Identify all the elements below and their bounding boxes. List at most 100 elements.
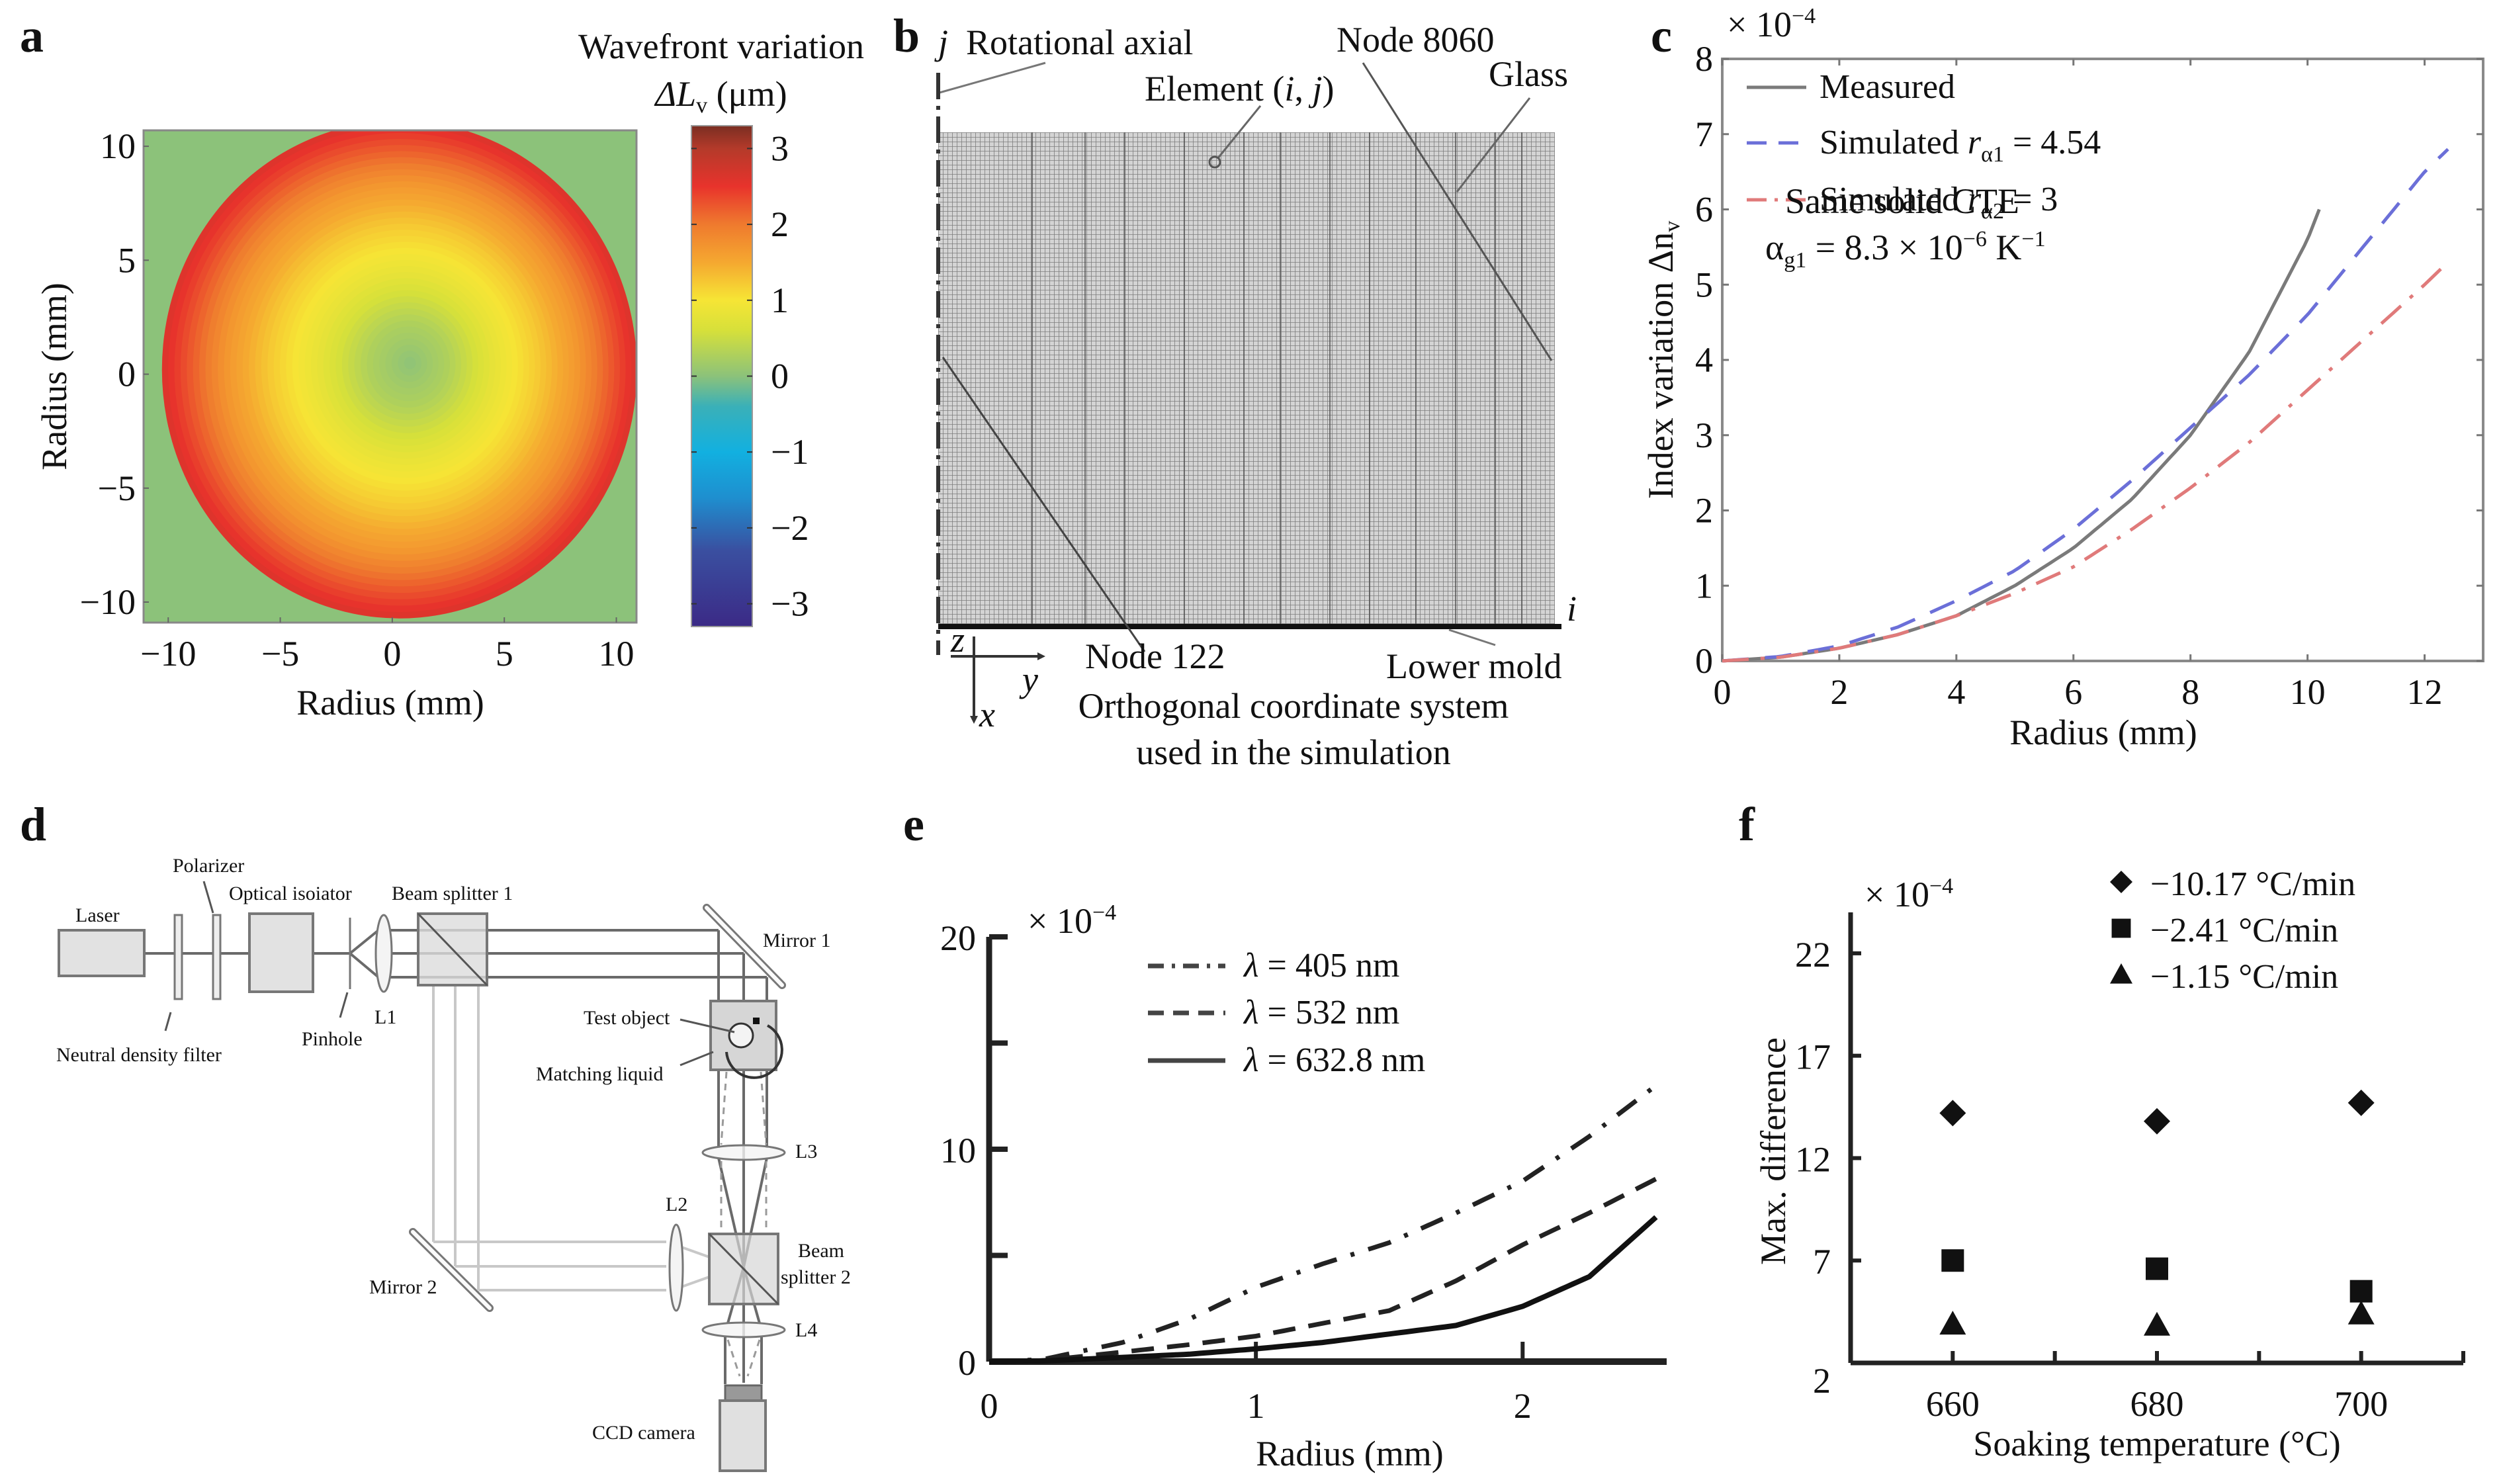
mesh-heavy-lines xyxy=(1031,132,1522,627)
legend-label-part: Measured xyxy=(1820,68,1955,106)
beam-splitter-2-label-line2: splitter 2 xyxy=(781,1266,851,1288)
series-line-lambda-632-8 xyxy=(988,1215,1658,1364)
colorbar-tick-label: 2 xyxy=(771,204,789,244)
plot-e-axes: 0 10 20 0 1 2 xyxy=(940,918,1667,1426)
cte-annotation-line2: αg1 = 8.3 × 10−6 K−1 xyxy=(1765,227,2046,273)
legend-label: −10.17 °C/min xyxy=(2150,865,2355,903)
mirror-1-label: Mirror 1 xyxy=(763,930,830,951)
x-tick-label: 5 xyxy=(496,634,513,674)
legend-label-part: = 532 nm xyxy=(1259,994,1400,1031)
y-tick-label: 0 xyxy=(958,1343,976,1383)
element-j: j xyxy=(1308,69,1322,109)
colorbar-tick-label: 3 xyxy=(771,128,789,168)
series-line-simulated-r-alpha1 xyxy=(1722,148,2449,663)
legend-label-part: = 405 nm xyxy=(1259,947,1400,984)
alpha-symbol: α xyxy=(1765,228,1784,267)
y-tick-label: 8 xyxy=(1695,39,1713,79)
colorbar-title-line2: ΔLv (μm) xyxy=(654,74,787,118)
plot-f-axes: 2 7 12 17 22 660 680 700 xyxy=(1795,912,2465,1424)
panel-b-mesh-diagram: b j Rotational axial Element (i, j) Node… xyxy=(893,9,1577,772)
ccd-camera-icon xyxy=(719,1384,767,1472)
series-line-measured xyxy=(1722,208,2321,663)
y-tick-label: 20 xyxy=(940,918,976,958)
panel-letter-c: c xyxy=(1651,9,1672,62)
rotational-axial-leader xyxy=(939,62,1046,94)
l3-label: L3 xyxy=(795,1141,817,1162)
unit-um: (μm) xyxy=(707,74,787,114)
legend-label-part: α1 xyxy=(1981,142,2004,167)
x-tick-label: 6 xyxy=(2064,672,2082,712)
plot-f-legend: −10.17 °C/min −2.41 °C/min −1.15 °C/min xyxy=(2110,865,2355,996)
panel-d-optical-setup: d xyxy=(20,798,851,1472)
legend-label-part: λ xyxy=(1243,1041,1259,1079)
x-tick-label: 8 xyxy=(2181,672,2199,712)
panel-letter-d: d xyxy=(20,798,46,851)
legend-label-part: r xyxy=(1968,124,1982,161)
test-object-leader xyxy=(680,1018,735,1033)
beam-splitter-2-label-line1: Beam xyxy=(798,1240,844,1262)
colorbar-tick-label: −2 xyxy=(771,508,809,548)
multiplier-prefix: × 10 xyxy=(1865,875,1929,914)
coord-y-label: y xyxy=(1019,660,1038,699)
glass-mesh xyxy=(938,132,1555,627)
y-tick-label: 12 xyxy=(1795,1139,1831,1179)
legend-label: λ = 405 nm xyxy=(1243,947,1399,984)
x-tick-label: −10 xyxy=(140,634,196,674)
legend-label: λ = 532 nm xyxy=(1243,994,1399,1031)
x-tick-label: 10 xyxy=(599,634,635,674)
wavefront-heatmap xyxy=(144,130,636,623)
coordinate-caption-line1: Orthogonal coordinate system xyxy=(1078,686,1509,726)
x-tick-label: 660 xyxy=(1926,1384,1980,1424)
node-8060-label: Node 8060 xyxy=(1337,20,1494,60)
y-tick-label: 4 xyxy=(1695,340,1713,380)
legend-square-icon xyxy=(2111,918,2131,938)
legend-label: Simulated rα2 = 3 xyxy=(1820,181,2058,224)
node-122-leader xyxy=(942,357,1146,652)
series-line-simulated-r-alpha2 xyxy=(1722,261,2449,663)
subscript-v: v xyxy=(696,93,707,118)
diamond-data-point xyxy=(2144,1108,2170,1135)
legend-label-part: λ xyxy=(1243,947,1259,984)
legend-label-part: Simulated xyxy=(1820,181,1968,218)
multiplier-exponent: −4 xyxy=(1929,874,1953,898)
panel-letter-f: f xyxy=(1739,798,1755,851)
legend-label-part: r xyxy=(1968,181,1982,218)
polarizer-label: Polarizer xyxy=(173,855,244,877)
plot-e-legend: λ = 405 nmλ = 532 nmλ = 632.8 nm xyxy=(1148,947,1425,1079)
j-axis-label: j xyxy=(934,22,948,62)
series-line-lambda-532 xyxy=(988,1176,1657,1364)
l1-label: L1 xyxy=(374,1006,396,1028)
y-tick-label: 2 xyxy=(1695,491,1713,531)
x-tick-label: 2 xyxy=(1514,1386,1532,1426)
lower-mold-label: Lower mold xyxy=(1386,646,1561,686)
plot-a-x-ticks: −10 −5 0 5 10 xyxy=(140,617,635,674)
reference-beam-paths xyxy=(432,985,710,1291)
x-tick-label: 700 xyxy=(2334,1384,2388,1424)
y-tick-label: 5 xyxy=(1695,265,1713,304)
y-tick-label: −10 xyxy=(80,582,136,622)
plot-e-series xyxy=(988,1083,1658,1364)
glass-label: Glass xyxy=(1489,54,1568,94)
diamond-data-point xyxy=(1939,1100,1966,1127)
legend-label-part: λ xyxy=(1243,994,1259,1031)
x-tick-label: 4 xyxy=(1947,672,1965,712)
legend-triangle-icon xyxy=(2110,963,2132,984)
legend-label: Measured xyxy=(1820,68,1955,106)
lens-l3-icon xyxy=(701,1144,786,1161)
beam-splitter-1-icon xyxy=(417,912,488,986)
legend-diamond-icon xyxy=(2110,871,2132,893)
triangle-data-point xyxy=(1939,1311,1966,1335)
delta-l-symbol: ΔL xyxy=(654,74,696,114)
mirror-2-label: Mirror 2 xyxy=(369,1276,437,1298)
cte-unit: K xyxy=(1987,228,2022,267)
panel-f-max-difference: f × 10−4 2 7 12 17 22 660 680 700 −10.17 °C/min… xyxy=(1739,798,2465,1463)
element-label-text: Element ( xyxy=(1145,69,1284,109)
beam-splitter-2-icon xyxy=(708,1233,779,1305)
lower-mold-leader xyxy=(1448,629,1496,646)
polarizer-leader xyxy=(202,881,214,914)
y-axis-label-subscript: v xyxy=(1660,221,1685,232)
plot-e-multiplier: × 10−4 xyxy=(1028,900,1116,941)
